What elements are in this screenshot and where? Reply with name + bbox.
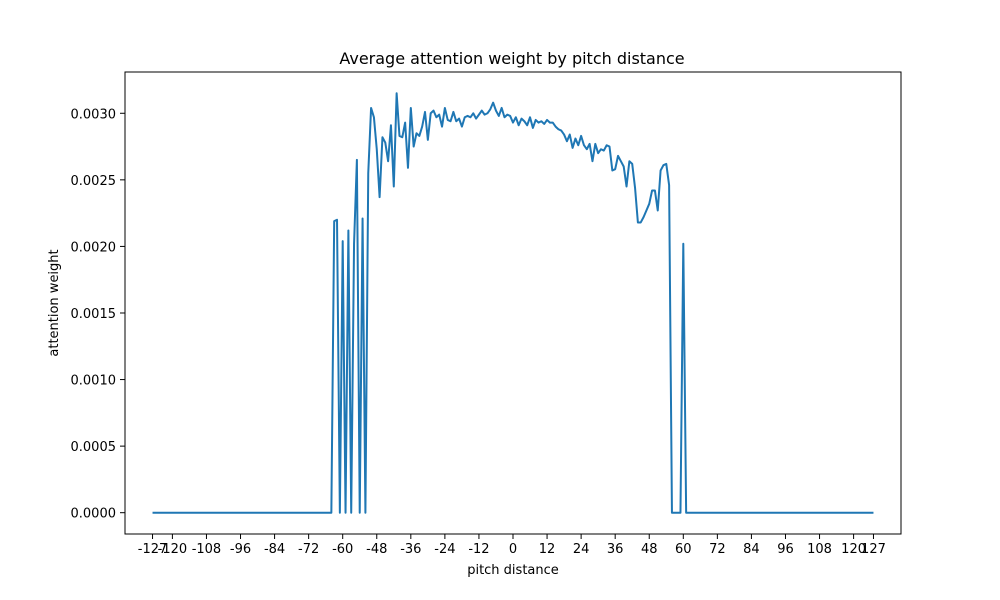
- x-axis-label: pitch distance: [467, 563, 559, 578]
- x-tick-label: -24: [434, 542, 455, 557]
- y-axis-label: attention weight: [47, 249, 62, 356]
- x-tick-label: 96: [777, 542, 794, 557]
- chart-title: Average attention weight by pitch distan…: [339, 49, 684, 68]
- y-tick-label: 0.0005: [71, 440, 117, 455]
- x-tick-label: -12: [468, 542, 489, 557]
- y-tick-label: 0.0000: [71, 507, 117, 522]
- x-tick-label: -72: [298, 542, 319, 557]
- y-tick-label: 0.0015: [71, 307, 117, 322]
- x-axis: -127-120 -108 -96 -84 -72 -60 -48 -36 -24 -12 0 12 2…: [138, 534, 886, 557]
- x-tick-label: -127: [138, 542, 168, 557]
- x-tick-label: -36: [400, 542, 421, 557]
- x-tick-label: -60: [332, 542, 353, 557]
- x-tick-label: 127: [861, 542, 886, 557]
- x-tick-label: 120: [841, 542, 866, 557]
- x-tick-label: -48: [366, 542, 387, 557]
- series-layer: [152, 92, 874, 514]
- x-tick-label: 0: [509, 542, 517, 557]
- y-axis: 0.0000 0.0005 0.0010 0.0015 0.0020 0.0025 0.00…: [71, 107, 125, 522]
- y-tick-label: 0.0020: [71, 240, 117, 255]
- x-tick-label: 24: [573, 542, 590, 557]
- y-tick-label: 0.0030: [71, 107, 117, 122]
- x-tick-label: 36: [607, 542, 624, 557]
- x-tick-label: 12: [539, 542, 556, 557]
- y-tick-label: 0.0025: [71, 174, 117, 189]
- x-tick-label: 108: [807, 542, 832, 557]
- x-tick-label: -96: [230, 542, 251, 557]
- x-tick-label: 60: [675, 542, 692, 557]
- x-tick-label: -84: [264, 542, 285, 557]
- x-tick-label: 72: [709, 542, 726, 557]
- x-tick-label: -120: [158, 542, 188, 557]
- x-tick-label: 84: [743, 542, 760, 557]
- x-tick-label: 48: [641, 542, 658, 557]
- plot-frame: [124, 71, 902, 535]
- y-tick-label: 0.0010: [71, 374, 117, 389]
- x-tick-label: -108: [192, 542, 222, 557]
- series-line-0: [152, 92, 874, 514]
